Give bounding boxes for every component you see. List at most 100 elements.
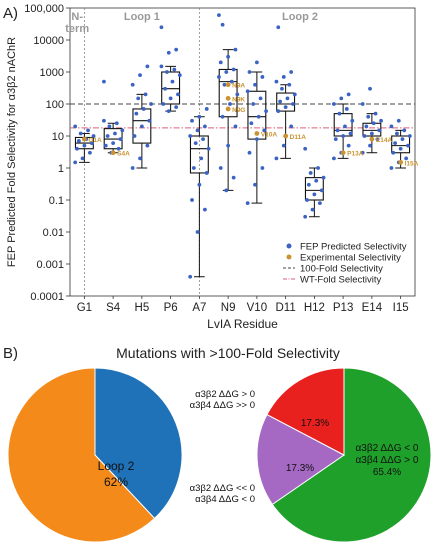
fep-point [206, 146, 211, 151]
fep-point [281, 143, 286, 148]
fep-point [218, 60, 223, 65]
fep-point [337, 111, 342, 116]
fep-point [373, 111, 378, 116]
fep-point [226, 143, 231, 148]
y-tick-label: 10000 [33, 35, 64, 47]
x-tick-label: N9 [221, 302, 236, 314]
fep-point [73, 124, 78, 129]
fep-point [396, 118, 401, 123]
fep-point [253, 182, 257, 187]
fep-point [166, 50, 171, 55]
region-label: Loop 2 [282, 11, 318, 23]
fep-point [312, 192, 317, 197]
box-iqr [276, 92, 296, 112]
fep-point [258, 96, 263, 101]
box-A7 [189, 116, 209, 278]
legend-label: FEP Predicted Selectivity [300, 242, 407, 253]
legend-label: WT-Fold Selectivity [300, 275, 382, 286]
box-iqr [304, 177, 324, 201]
pie-outer-label: α3β4 ΔΔG >> 0 [190, 400, 255, 411]
fep-point [147, 118, 152, 123]
fep-point [344, 107, 349, 111]
fep-point [111, 141, 116, 145]
x-tick-label: D11 [276, 302, 296, 314]
fep-point [87, 150, 92, 155]
fep-point [404, 156, 409, 161]
fep-point [75, 146, 79, 151]
fep-point [190, 118, 194, 123]
experimental-points: G1A S4A N9A N9K N9G V10A D11A P13A E14A I15A [81, 82, 419, 167]
experimental-point-label: N9K [232, 96, 245, 103]
fep-point [204, 171, 209, 175]
fep-point [80, 156, 85, 161]
y-tick-label: 0.0001 [30, 291, 64, 303]
fep-point [177, 73, 182, 78]
fep-point [168, 96, 173, 101]
pie-slice-label: α3β2 ΔΔG < 0 [356, 443, 419, 454]
fep-point [220, 114, 225, 119]
fep-point [166, 109, 171, 113]
fep-point [130, 166, 135, 170]
fep-point [120, 128, 125, 133]
fep-point [281, 75, 286, 79]
fep-point [346, 92, 351, 97]
fep-point [332, 102, 336, 106]
fep-point [274, 156, 279, 161]
fep-point [217, 75, 221, 79]
experimental-point-label: N9A [232, 83, 245, 90]
pie-outer-label: α3β2 ΔΔG << 0 [190, 483, 255, 494]
y-tick-label: 100,000 [24, 3, 64, 15]
fep-point [317, 201, 322, 206]
pie-region-loops: Loop 138%Loop 262% [7, 367, 183, 543]
fep-point [306, 182, 311, 187]
experimental-point [340, 150, 346, 156]
fep-point [224, 70, 229, 74]
fep-point [393, 141, 398, 145]
fep-point [319, 188, 324, 193]
fep-point [348, 131, 353, 136]
fep-point [86, 128, 90, 133]
pie-slice [256, 413, 345, 506]
fep-point [170, 79, 175, 84]
pie-slice [271, 367, 432, 543]
pie-outer-label: α3β2 ΔΔG > 0 [195, 389, 255, 400]
fep-point [201, 137, 205, 142]
fep-point [161, 102, 166, 106]
pie-slice-percent: 17.3% [301, 418, 329, 429]
fep-point [262, 128, 267, 133]
panel-a-chart: N-term Loop 1 Loop 2 G1A S4A N9A N9K N9G V10A D1… [6, 3, 419, 331]
fep-point [231, 67, 236, 72]
fep-point [188, 274, 193, 279]
legend-item: FEP Predicted Selectivity [286, 242, 407, 253]
fep-points [73, 13, 412, 279]
fep-point [303, 214, 308, 219]
fep-point [251, 102, 256, 106]
fep-point [289, 124, 294, 129]
experimental-point [225, 95, 231, 101]
pie-slice-percent: 65.4% [373, 467, 401, 478]
fep-point [264, 109, 268, 113]
fep-point [341, 134, 346, 138]
legend-marker [286, 243, 292, 249]
fep-point [228, 102, 232, 106]
fep-point [193, 141, 198, 145]
y-tick-label: 1000 [40, 67, 64, 79]
fep-point [360, 150, 365, 155]
fep-point [402, 128, 407, 133]
x-tick-label: V10 [247, 302, 267, 314]
fep-point [377, 128, 382, 133]
experimental-point-label: E14A [376, 137, 393, 144]
fep-point [291, 102, 295, 106]
x-tick-label: P13 [333, 302, 353, 314]
pie-slice-percent: 62% [104, 475, 128, 489]
fep-point [165, 70, 169, 74]
fep-point [107, 124, 112, 129]
fep-point [260, 166, 265, 170]
experimental-point-label: N9G [232, 107, 245, 114]
fep-point [143, 92, 148, 97]
fep-point [292, 92, 297, 97]
fep-point [321, 175, 326, 180]
fep-point [406, 143, 410, 148]
fep-point [149, 102, 153, 106]
